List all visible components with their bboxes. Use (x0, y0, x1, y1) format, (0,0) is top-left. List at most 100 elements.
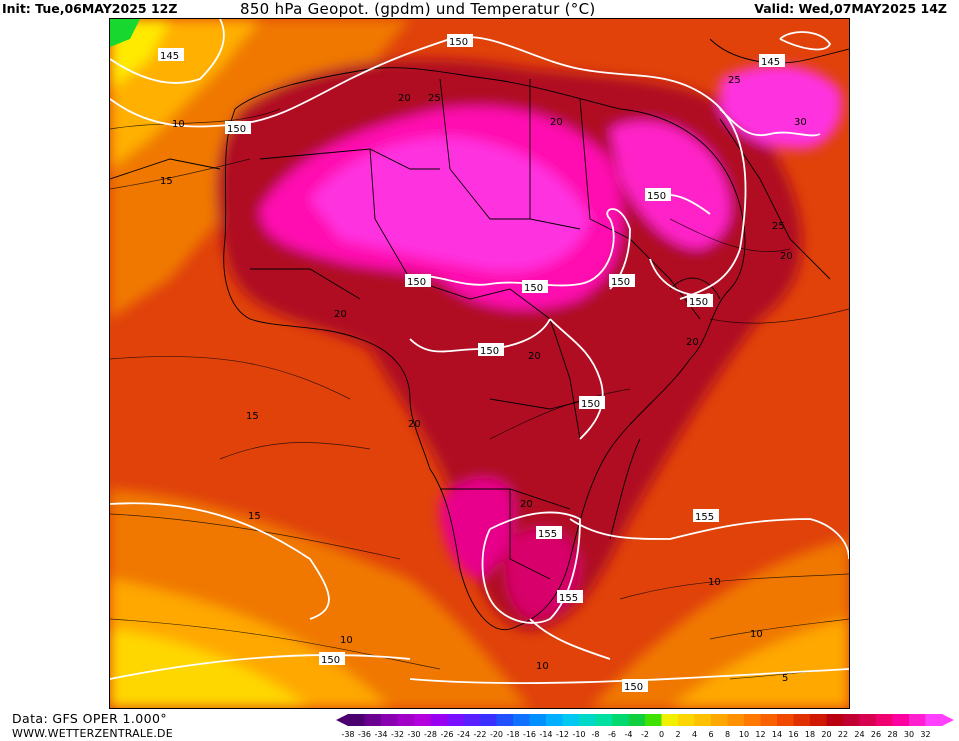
data-source-label: Data: GFS OPER 1.000° (12, 711, 167, 726)
colorbar-swatch (678, 714, 695, 726)
temp-label: 10 (750, 629, 763, 640)
geopot-label: 150 (524, 283, 543, 294)
colorbar-tick-label: -36 (358, 730, 371, 739)
colorbar-swatch (661, 714, 679, 726)
colorbar-tick-label: -34 (374, 730, 387, 739)
colorbar-tick-label: 2 (675, 730, 680, 739)
colorbar-swatch (810, 714, 827, 726)
temp-label: 25 (772, 221, 785, 232)
colorbar-tick-label: 28 (887, 730, 897, 739)
temp-label: 10 (536, 661, 549, 672)
colorbar-tick-label: 26 (871, 730, 881, 739)
colorbar-swatch (925, 714, 943, 726)
colorbar-swatch (694, 714, 712, 726)
colorbar-swatch (529, 714, 547, 726)
colorbar-swatch (397, 714, 415, 726)
colorbar-tick-label: 20 (821, 730, 831, 739)
colorbar-tick-label: 30 (904, 730, 914, 739)
colorbar-swatch (381, 714, 398, 726)
temp-label: 25 (728, 75, 741, 86)
temp-label: 10 (340, 635, 353, 646)
colorbar-swatch (579, 714, 596, 726)
temp-label: 10 (172, 119, 185, 130)
colorbar-tick-label: 6 (708, 730, 713, 739)
colorbar-swatch (892, 714, 910, 726)
colorbar-swatch (793, 714, 811, 726)
colorbar-tick-label: 0 (659, 730, 664, 739)
colorbar-swatch (909, 714, 926, 726)
colorbar-tick-label: 10 (739, 730, 749, 739)
temp-label: 20 (398, 93, 411, 104)
colorbar-swatch (727, 714, 745, 726)
temp-label: 15 (248, 511, 261, 522)
colorbar-tick-label: -16 (523, 730, 536, 739)
colorbar-swatch (364, 714, 382, 726)
colorbar-tick-label: -32 (391, 730, 404, 739)
website-label: WWW.WETTERZENTRALE.DE (12, 727, 173, 740)
temp-label: 5 (782, 673, 788, 684)
temperature-field-svg: 150 145 150 145 150 150 150 150 150 150 … (110, 19, 849, 708)
geopot-label: 150 (647, 191, 666, 202)
temp-label: 30 (794, 117, 807, 128)
colorbar-swatch (480, 714, 497, 726)
colorbar-tick-label: -24 (457, 730, 470, 739)
colorbar-tick-label: -22 (473, 730, 486, 739)
geopot-label: 150 (611, 277, 630, 288)
colorbar-tick-label: -26 (440, 730, 453, 739)
init-time-label: Init: Tue,06MAY2025 12Z (2, 1, 178, 16)
geopot-label: 150 (689, 297, 708, 308)
temperature-shading (110, 19, 849, 708)
colorbar-swatch (777, 714, 794, 726)
geopot-label: 155 (559, 593, 578, 604)
temp-label: 15 (246, 411, 259, 422)
colorbar-swatch (430, 714, 448, 726)
colorbar-tick-label: 14 (772, 730, 782, 739)
valid-time-label: Valid: Wed,07MAY2025 14Z (754, 1, 947, 16)
colorbar-swatches (336, 714, 954, 726)
colorbar-swatch (562, 714, 580, 726)
colorbar-tick-label: -6 (608, 730, 616, 739)
colorbar-swatch (711, 714, 728, 726)
colorbar-tick-label: 22 (838, 730, 848, 739)
colorbar-tick-label: -30 (407, 730, 420, 739)
colorbar-tick-label: -28 (424, 730, 437, 739)
colorbar-tick-label: 16 (788, 730, 798, 739)
colorbar-swatch (645, 714, 662, 726)
temp-label: 20 (520, 499, 533, 510)
temperature-labels: 10 15 20 20 25 25 30 25 20 20 20 20 20 1… (160, 75, 807, 684)
colorbar-tick-label: -12 (556, 730, 569, 739)
colorbar-arrow-left (336, 714, 348, 726)
colorbar-swatch (348, 714, 365, 726)
temp-label: 20 (408, 419, 421, 430)
temperature-colorbar: -38 -36 -34 -32 -30 -28 -26 -24 -22 -20 -18 -16 -14-… (336, 714, 954, 739)
temp-label: 25 (428, 93, 441, 104)
geopot-label: 155 (695, 512, 714, 523)
temp-label: 20 (334, 309, 347, 320)
geopot-label: 150 (480, 346, 499, 357)
geopot-label: 150 (624, 682, 643, 693)
colorbar-tick-label: 32 (920, 730, 930, 739)
colorbar-tick-label: -14 (539, 730, 552, 739)
geopot-label: 150 (581, 399, 600, 410)
colorbar-tick-label: 8 (725, 730, 730, 739)
colorbar-swatch (447, 714, 464, 726)
colorbar-swatch (496, 714, 514, 726)
temp-label: 10 (708, 577, 721, 588)
colorbar-tick-label: -2 (641, 730, 649, 739)
colorbar-swatch (760, 714, 778, 726)
map-title: 850 hPa Geopot. (gpdm) und Temperatur (°… (240, 0, 596, 18)
colorbar-tick-label: -20 (490, 730, 503, 739)
temp-label: 20 (780, 251, 793, 262)
colorbar-swatch (744, 714, 761, 726)
colorbar-labels: -38 -36 -34 -32 -30 -28 -26 -24 -22 -20 -18 -16 -14-… (341, 730, 930, 739)
geopot-label: 150 (321, 655, 340, 666)
temp-label: 15 (160, 176, 173, 187)
colorbar-swatch (859, 714, 877, 726)
temp-label: 20 (528, 351, 541, 362)
colorbar-swatch (513, 714, 530, 726)
colorbar-tick-label: 18 (805, 730, 815, 739)
colorbar-tick-label: 24 (854, 730, 864, 739)
colorbar-swatch (414, 714, 431, 726)
geopot-label: 150 (227, 124, 246, 135)
cold-spot-green (110, 19, 140, 47)
